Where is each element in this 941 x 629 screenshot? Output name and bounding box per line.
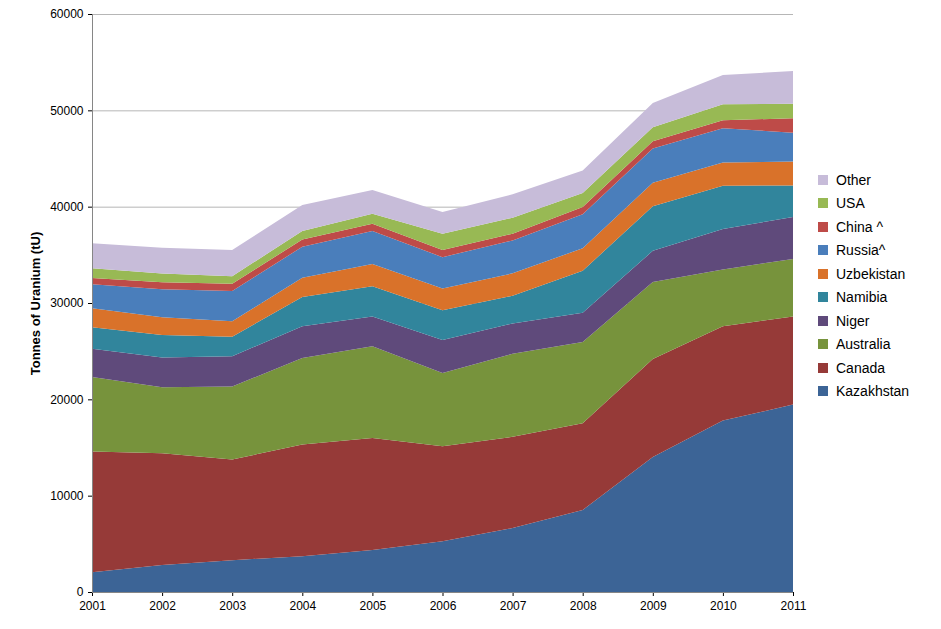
svg-text:60000: 60000 (50, 7, 84, 21)
svg-text:2001: 2001 (79, 599, 106, 613)
svg-text:2006: 2006 (430, 599, 457, 613)
html-text:Other: Other (836, 171, 871, 188)
svg-text:2002: 2002 (149, 599, 176, 613)
svg-text:50000: 50000 (50, 104, 84, 118)
svg-text:30000: 30000 (50, 296, 84, 310)
svg-text:2003: 2003 (219, 599, 246, 613)
svg-text:2010: 2010 (710, 599, 737, 613)
html-text:Russia^: Russia^ (836, 242, 886, 259)
svg-text:2007: 2007 (500, 599, 527, 613)
html-text:Kazakhstan: Kazakhstan (836, 383, 910, 400)
svg-text:20000: 20000 (50, 393, 84, 407)
html-text:Canada: Canada (836, 359, 885, 376)
svg-text:2009: 2009 (640, 599, 667, 613)
html-text:Australia: Australia (836, 336, 891, 353)
svg-text:2008: 2008 (570, 599, 597, 613)
svg-text:10000: 10000 (50, 489, 84, 503)
svg-text:2004: 2004 (289, 599, 316, 613)
html-text:Uzbekistan: Uzbekistan (836, 265, 906, 282)
svg-text:40000: 40000 (50, 200, 84, 214)
svg-text:2005: 2005 (360, 599, 387, 613)
svg-text:2011: 2011 (781, 599, 807, 613)
html-text:Namibia: Namibia (836, 289, 888, 306)
html-text:USA: USA (836, 195, 865, 212)
html-text:China ^: China ^ (836, 218, 883, 235)
svg-text:0: 0 (77, 585, 84, 599)
html-text:Niger: Niger (836, 312, 870, 329)
svg-text:Tonnes of Uranium (tU): Tonnes of Uranium (tU) (28, 232, 43, 375)
